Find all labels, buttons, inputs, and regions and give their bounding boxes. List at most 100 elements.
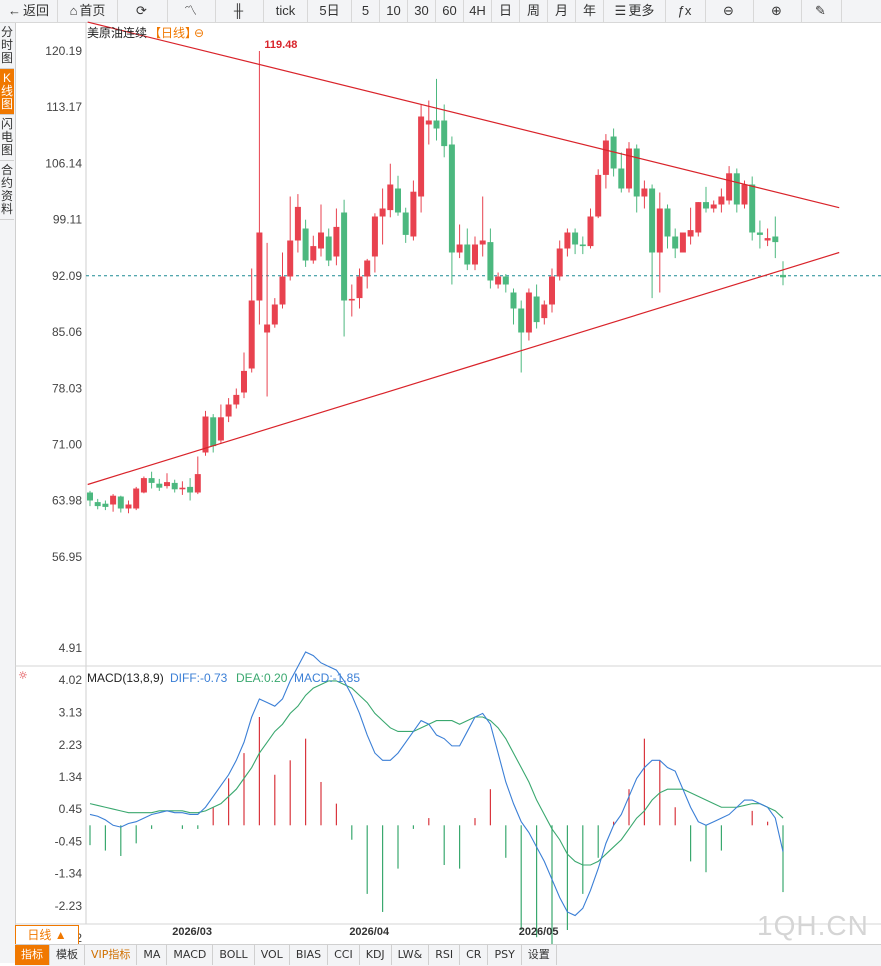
candle-body bbox=[110, 495, 117, 505]
toolbar-btn-13[interactable]: 周 bbox=[520, 0, 548, 22]
header-layer: 美原油连续 【日线】⊖ ☼ MACD(13,8,9) DIFF:-0.73 DEA:0.2… bbox=[18, 25, 360, 685]
toolbar-label: 5 bbox=[361, 3, 370, 18]
candle-body bbox=[641, 188, 648, 197]
indicator-tab-[interactable]: 模板 bbox=[50, 945, 85, 965]
macd-y-tick: -1.34 bbox=[55, 867, 83, 881]
candle-body bbox=[310, 246, 317, 261]
candle-body bbox=[541, 304, 548, 319]
candle-body bbox=[495, 276, 502, 285]
candlestick-icon: ╫ bbox=[233, 3, 244, 18]
candle-body bbox=[256, 232, 263, 301]
macd-stat-1: DEA:0.20 bbox=[236, 671, 288, 685]
indicator-tab-[interactable]: 指标 bbox=[15, 945, 50, 965]
candle-body bbox=[741, 184, 748, 205]
toolbar-btn-5[interactable]: tick bbox=[264, 0, 308, 22]
toolbar-chart-line-button[interactable]: 〽 bbox=[168, 0, 216, 22]
candle-body bbox=[133, 488, 140, 509]
candle-body bbox=[718, 196, 725, 205]
candle-body bbox=[579, 244, 586, 247]
macd-y-tick: 0.45 bbox=[59, 802, 83, 816]
candle-body bbox=[479, 240, 486, 245]
candle-body bbox=[187, 486, 194, 493]
side-tab-3[interactable]: 合约资料 bbox=[0, 161, 14, 220]
toolbar-label: 5日 bbox=[319, 3, 340, 18]
dea-line bbox=[89, 680, 784, 866]
kline-y-tick: 63.98 bbox=[52, 494, 82, 508]
candle-body bbox=[302, 228, 309, 261]
macd-title: MACD(13,8,9) bbox=[87, 671, 164, 685]
toolbar-zoom-out-button[interactable]: ⊖ bbox=[706, 0, 754, 22]
indicator-tab-ma[interactable]: MA bbox=[137, 945, 168, 965]
toolbar-refresh-button[interactable]: ⟳ bbox=[118, 0, 168, 22]
indicator-tab-macd[interactable]: MACD bbox=[167, 945, 214, 965]
period-tab[interactable]: 日线 ▲ bbox=[15, 925, 79, 944]
candle-body bbox=[148, 478, 155, 483]
candle-body bbox=[556, 248, 563, 277]
candle-body bbox=[433, 120, 440, 129]
candle-body bbox=[102, 503, 109, 507]
candle-body bbox=[364, 260, 371, 277]
indicator-tab-bias[interactable]: BIAS bbox=[290, 945, 329, 965]
toolbar-btn-6[interactable]: 5日 bbox=[308, 0, 352, 22]
toolbar-btn-12[interactable]: 日 bbox=[492, 0, 520, 22]
toolbar-btn-7[interactable]: 5 bbox=[352, 0, 380, 22]
candle-body bbox=[464, 244, 471, 265]
candle-body bbox=[387, 184, 394, 211]
toolbar-pencil-button[interactable]: ✎ bbox=[802, 0, 842, 22]
toolbar-label: 首页 bbox=[79, 3, 106, 18]
indicator-tab-cci[interactable]: CCI bbox=[328, 945, 360, 965]
indicator-tab-kdj[interactable]: KDJ bbox=[360, 945, 392, 965]
candle-body bbox=[164, 482, 170, 487]
side-tab-0[interactable]: 分时图 bbox=[0, 23, 14, 69]
candle-body bbox=[549, 276, 555, 305]
candle-body bbox=[772, 236, 779, 243]
function-icon: ƒx bbox=[677, 3, 692, 18]
candle-body bbox=[679, 232, 686, 253]
toolbar-btn-15[interactable]: 年 bbox=[576, 0, 604, 22]
toolbar-zoom-in-button[interactable]: ⊕ bbox=[754, 0, 802, 22]
toolbar-btn-11[interactable]: 4H bbox=[464, 0, 492, 22]
indicator-tab-rsi[interactable]: RSI bbox=[429, 945, 461, 965]
indicator-tab-vol[interactable]: VOL bbox=[255, 945, 290, 965]
candle-body bbox=[602, 140, 609, 175]
macd-layer bbox=[89, 651, 784, 944]
toolbar-candlestick-button[interactable]: ╫ bbox=[216, 0, 264, 22]
indicator-tab-psy[interactable]: PSY bbox=[488, 945, 522, 965]
candle-body bbox=[502, 276, 509, 285]
toolbar-label: 更多 bbox=[628, 3, 655, 18]
candle-body bbox=[179, 487, 186, 490]
indicator-tab-boll[interactable]: BOLL bbox=[213, 945, 255, 965]
candle-body bbox=[194, 474, 201, 493]
candle-body bbox=[202, 416, 209, 453]
refresh-icon: ⟳ bbox=[136, 3, 147, 18]
toolbar-label: 月 bbox=[554, 3, 568, 18]
side-tab-2[interactable]: 闪电图 bbox=[0, 115, 14, 161]
indicator-tab-cr[interactable]: CR bbox=[460, 945, 489, 965]
toolbar-btn-14[interactable]: 月 bbox=[548, 0, 576, 22]
toolbar-btn-10[interactable]: 60 bbox=[436, 0, 464, 22]
indicator-tab-lw[interactable]: LW& bbox=[392, 945, 430, 965]
toolbar-function-button[interactable]: ƒx bbox=[666, 0, 706, 22]
x-tick-label: 2026/05 bbox=[519, 926, 559, 938]
high-price-label: 119.48 bbox=[264, 39, 297, 51]
indicator-tab-vip[interactable]: VIP指标 bbox=[85, 945, 138, 965]
candle-body bbox=[156, 483, 163, 488]
toolbar-label: 4H bbox=[469, 3, 486, 18]
toolbar-btn-9[interactable]: 30 bbox=[408, 0, 436, 22]
pencil-icon: ✎ bbox=[815, 3, 826, 18]
kline-y-tick: 127.22 bbox=[45, 0, 82, 2]
zoom-in-icon: ⊕ bbox=[771, 3, 782, 18]
toolbar-menu[interactable]: ☰ 更多 bbox=[604, 0, 666, 22]
toolbar-btn-8[interactable]: 10 bbox=[380, 0, 408, 22]
toolbar-home[interactable]: ⌂ 首页 bbox=[58, 0, 118, 22]
kline-y-tick: 120.19 bbox=[45, 44, 82, 58]
indicator-tab-bar: 指标 模板 VIP指标 MA MACD BOLL VOL BIAS CCI KDJ LW& RSI CR… bbox=[15, 944, 881, 966]
trendline-upper-resistance bbox=[87, 21, 840, 209]
candle-body bbox=[618, 168, 625, 189]
candle-body bbox=[456, 244, 463, 253]
toolbar-back-arrow[interactable]: ← 返回 bbox=[0, 0, 58, 22]
candle-body bbox=[117, 496, 124, 509]
toolbar-label: 年 bbox=[582, 3, 596, 18]
indicator-tab-[interactable]: 设置 bbox=[522, 945, 557, 965]
